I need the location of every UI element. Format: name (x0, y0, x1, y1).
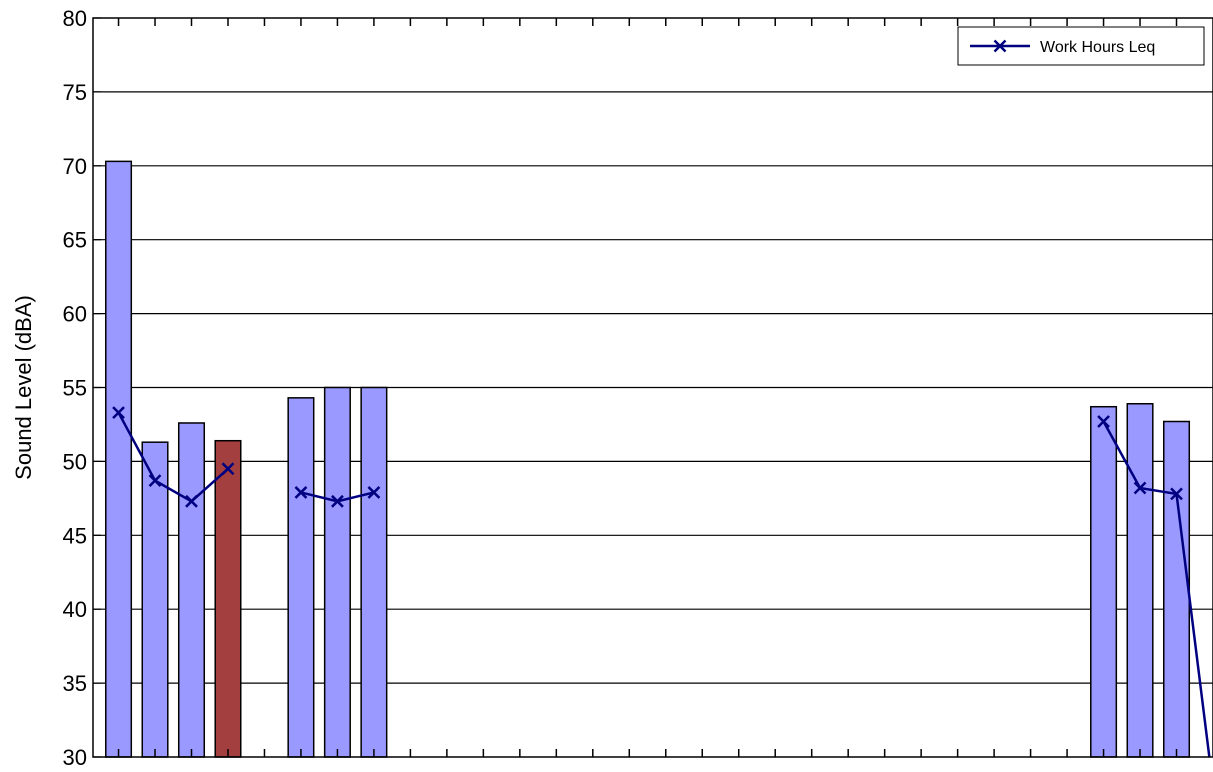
series-segment (117, 412, 229, 503)
series-marker (367, 486, 381, 499)
bar (177, 422, 206, 758)
bar (105, 160, 133, 758)
y-tick-label: 65 (63, 228, 87, 253)
y-tick-label: 80 (63, 6, 87, 31)
grid-lines (93, 91, 1213, 684)
series-marker (185, 494, 198, 508)
y-tick-label: 45 (63, 523, 87, 548)
series-line (112, 406, 1211, 758)
series-marker (294, 486, 308, 499)
series-marker (331, 494, 344, 508)
bar (360, 386, 388, 758)
bar (1126, 403, 1154, 758)
bar (141, 441, 169, 758)
y-tick-labels: 30 35 40 45 50 55 60 65 70 75 80 (63, 6, 87, 770)
y-tick-label: 75 (63, 80, 87, 105)
bar-highlight (214, 439, 242, 758)
legend-x-marker (993, 39, 1007, 53)
legend-label: Work Hours Leq (1040, 39, 1155, 56)
legend: Work Hours Leq (957, 26, 1205, 66)
series-marker (993, 39, 1007, 53)
y-tick-label: 35 (63, 671, 87, 696)
series-marker (148, 474, 162, 487)
y-tick-label: 40 (63, 597, 87, 622)
bar (1162, 420, 1191, 758)
series-marker (221, 462, 235, 476)
bars (105, 160, 1191, 758)
series-marker (1170, 487, 1183, 501)
y-tick-label: 50 (63, 449, 87, 474)
y-tick-label: 55 (63, 376, 87, 401)
series-marker (112, 406, 125, 420)
y-tick-label: 70 (63, 154, 87, 179)
bar (323, 386, 351, 758)
series-marker (1097, 415, 1110, 428)
y-tick-label: 30 (63, 745, 87, 770)
y-axis-title: Sound Level (dBA) (11, 295, 36, 480)
series-marker (1133, 481, 1147, 495)
bar (1090, 405, 1118, 758)
y-tick-label: 60 (63, 302, 87, 327)
axis-ticks (93, 17, 1178, 758)
series-segment (1102, 420, 1211, 758)
bar (287, 397, 315, 758)
